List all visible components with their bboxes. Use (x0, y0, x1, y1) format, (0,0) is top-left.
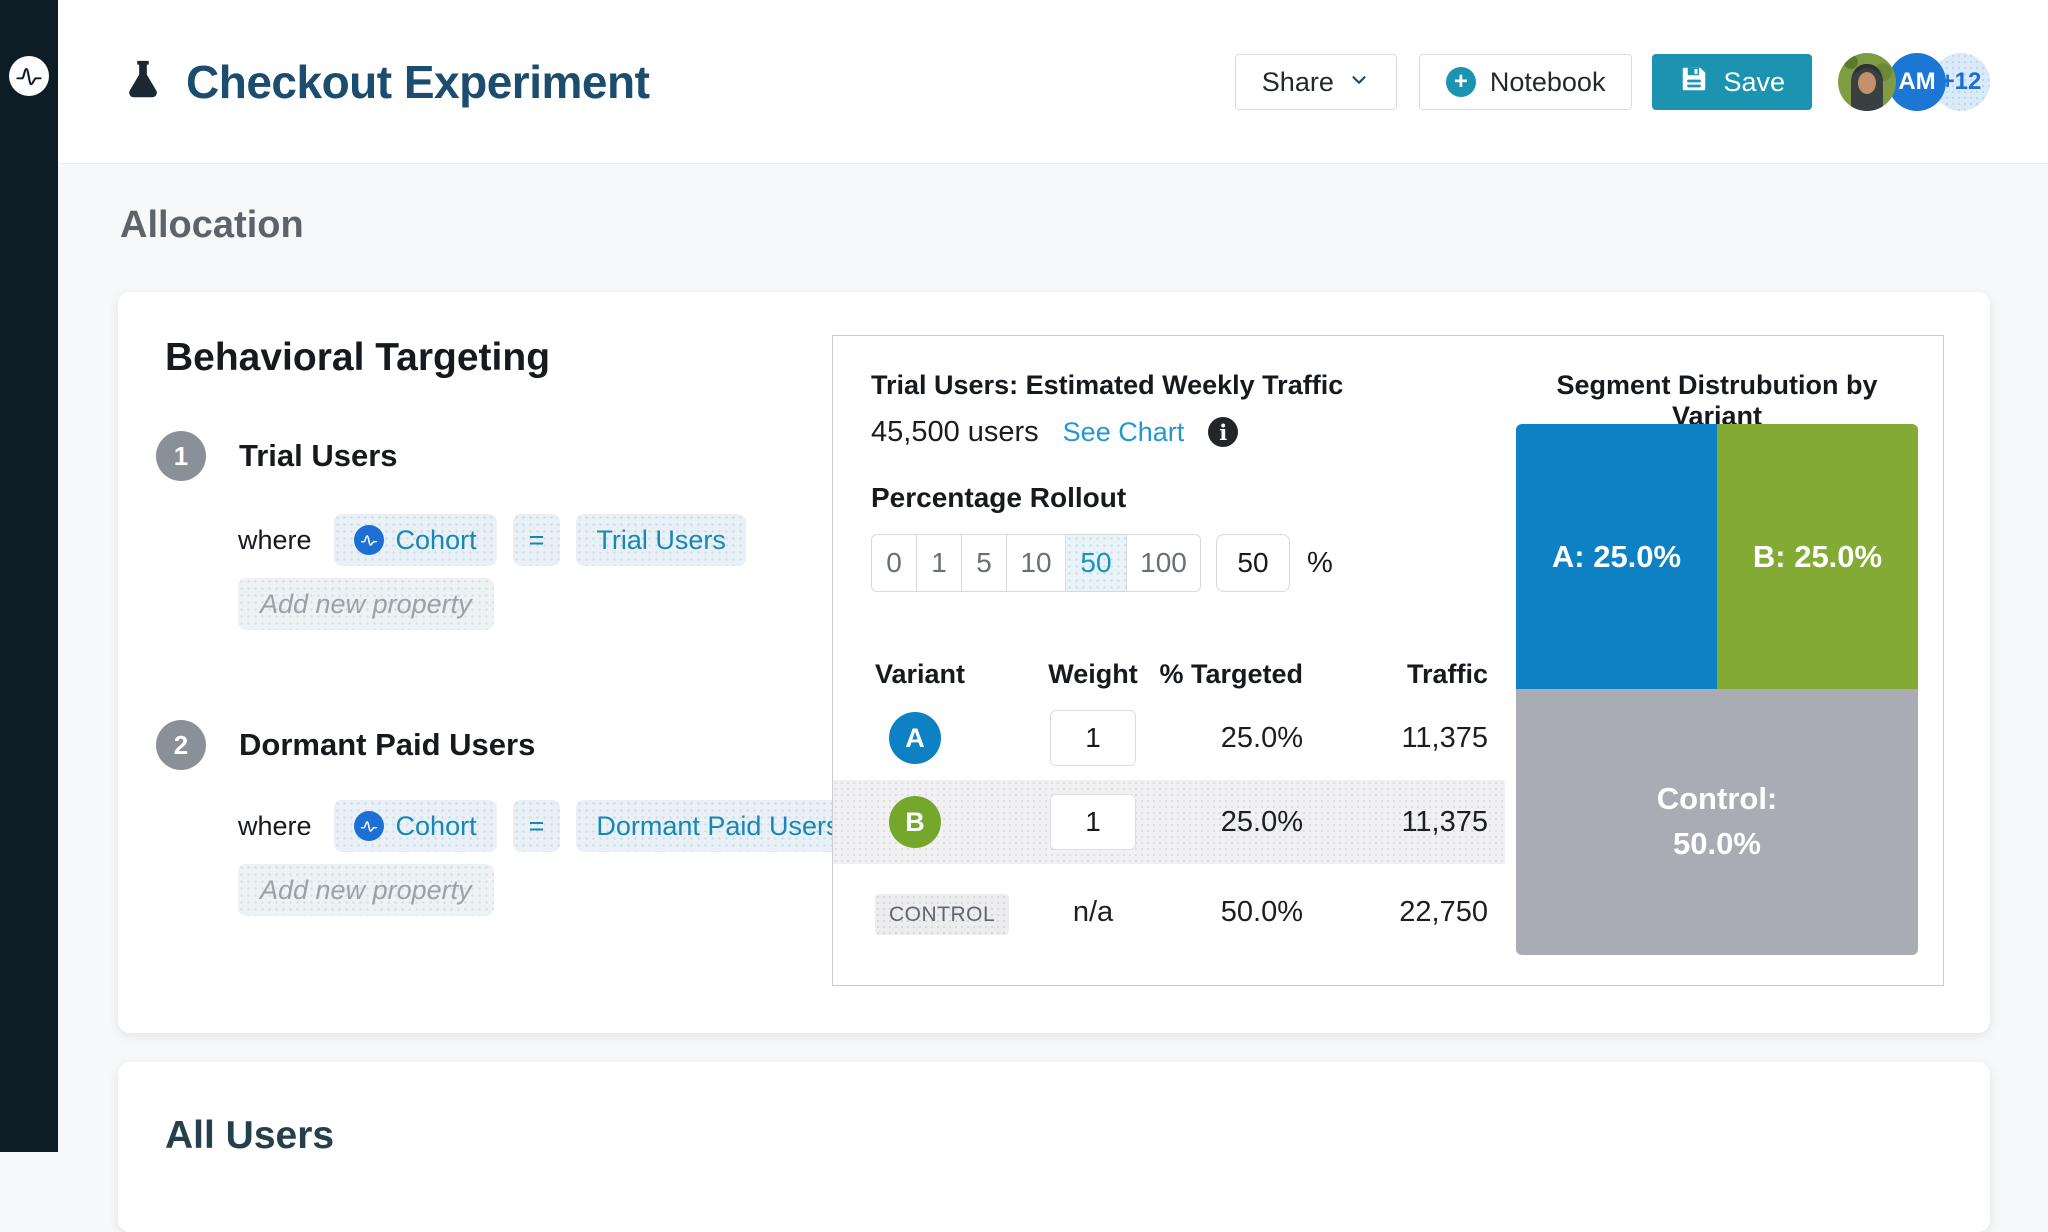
rollout-segmented-control: 0 1 5 10 50 100 (871, 534, 1201, 592)
step-1-title: Trial Users (239, 438, 398, 473)
col-header-traffic: Traffic (1406, 658, 1488, 689)
step-2-title: Dormant Paid Users (239, 727, 536, 762)
table-row-variant-b: B 25.0% 11,375 (833, 780, 1505, 864)
step-2-number-badge: 2 (156, 720, 206, 770)
save-button[interactable]: Save (1652, 54, 1812, 110)
targeted-value: 25.0% (1220, 805, 1303, 838)
rollout-title: Percentage Rollout (871, 482, 1127, 513)
user-avatar-photo[interactable] (1838, 53, 1896, 111)
top-header: Checkout Experiment Share + Notebook (58, 0, 2048, 164)
col-header-targeted: % Targeted (1159, 658, 1303, 689)
amplitude-cohort-icon (353, 525, 384, 555)
rollout-option-100[interactable]: 100 (1126, 534, 1201, 592)
property-chip-label: Cohort (395, 810, 477, 841)
operator-chip[interactable]: = (512, 514, 561, 566)
targeted-value: 50.0% (1220, 895, 1303, 928)
save-button-label: Save (1723, 66, 1785, 97)
rollout-option-5[interactable]: 5 (961, 534, 1007, 592)
card-title: All Users (165, 1114, 335, 1157)
cohort-property-chip[interactable]: Cohort (333, 800, 497, 852)
variant-table: Variant Weight % Targeted Traffic A 25.0… (833, 652, 1505, 948)
variant-table-header: Variant Weight % Targeted Traffic (833, 652, 1505, 696)
rollout-percent-input[interactable] (1216, 534, 1290, 592)
treemap-control-value: 50.0% (1673, 826, 1761, 861)
traffic-value: 11,375 (1401, 721, 1488, 754)
where-label: where (238, 524, 312, 555)
app-window: Checkout Experiment Share + Notebook (0, 0, 2048, 1157)
traffic-value: 45,500 users (871, 415, 1039, 448)
segment-distribution-treemap: A: 25.0% B: 25.0% Control: 50.0% (1516, 424, 1918, 955)
step-1-number-badge: 1 (156, 431, 206, 481)
user-avatar-initials[interactable]: AM (1888, 53, 1946, 111)
treemap-segment-control: Control: 50.0% (1516, 689, 1918, 955)
value-chip[interactable]: Dormant Paid Users (576, 800, 860, 852)
notebook-button-label: Notebook (1489, 66, 1606, 97)
plus-circle-icon: + (1445, 67, 1476, 97)
treemap-segment-b: B: 25.0% (1717, 424, 1918, 689)
weight-input-b[interactable] (1050, 794, 1136, 850)
share-button[interactable]: Share (1234, 54, 1397, 110)
table-row-variant-a: A 25.0% 11,375 (833, 696, 1505, 780)
avatar-overflow-label: +12 (1940, 68, 1982, 95)
treemap-segment-a: A: 25.0% (1516, 424, 1717, 689)
step-1-condition-row: where Cohort = Trial Users (238, 512, 746, 568)
save-floppy-icon (1679, 64, 1709, 101)
col-header-weight: Weight (1048, 658, 1138, 689)
table-row-control: CONTROL n/a 50.0% 22,750 (833, 876, 1505, 948)
rollout-unit-label: % (1307, 546, 1333, 579)
rollout-option-1[interactable]: 1 (916, 534, 962, 592)
avatar-initials-label: AM (1898, 68, 1936, 95)
treemap-control-label: Control: (1656, 781, 1778, 817)
operator-chip[interactable]: = (512, 800, 561, 852)
info-icon[interactable]: i (1208, 417, 1239, 447)
add-property-button[interactable]: Add new property (238, 864, 494, 916)
step-2-condition-row: where Cohort = Dormant Paid Users (238, 798, 860, 854)
where-label: where (238, 810, 312, 841)
rollout-option-0[interactable]: 0 (871, 534, 917, 592)
all-users-card: All Users (118, 1062, 1990, 1232)
behavioral-targeting-card: Behavioral Targeting 1 Trial Users where… (118, 292, 1990, 1033)
value-chip[interactable]: Trial Users (576, 514, 746, 566)
share-button-label: Share (1261, 66, 1334, 97)
targeted-value: 25.0% (1220, 721, 1303, 754)
property-chip-label: Cohort (395, 524, 477, 555)
weight-input-a[interactable] (1050, 710, 1136, 766)
left-nav-rail (0, 0, 58, 1152)
page-title: Checkout Experiment (186, 56, 650, 108)
card-title: Behavioral Targeting (165, 336, 551, 379)
experiment-flask-icon (120, 57, 166, 108)
variant-a-badge: A (889, 712, 941, 764)
col-header-variant: Variant (875, 658, 966, 689)
see-chart-link[interactable]: See Chart (1062, 416, 1185, 447)
amplitude-logo-icon[interactable] (9, 56, 49, 96)
add-property-button[interactable]: Add new property (238, 578, 494, 630)
control-weight: n/a (1072, 895, 1114, 928)
amplitude-cohort-icon (353, 811, 384, 841)
traffic-panel: Trial Users: Estimated Weekly Traffic 45… (832, 335, 1944, 986)
cohort-property-chip[interactable]: Cohort (333, 514, 497, 566)
control-badge: CONTROL (875, 893, 1010, 935)
step-1-header: 1 Trial Users (156, 431, 398, 481)
distribution-chart-title: Segment Distrubution by Variant (1556, 370, 1878, 431)
variant-b-badge: B (889, 796, 941, 848)
rollout-option-50-selected[interactable]: 50 (1065, 534, 1127, 592)
rollout-option-10[interactable]: 10 (1006, 534, 1066, 592)
traffic-panel-title: Trial Users: Estimated Weekly Traffic (871, 370, 1344, 400)
notebook-button[interactable]: + Notebook (1418, 54, 1633, 110)
chevron-down-icon (1348, 67, 1370, 98)
section-title: Allocation (120, 204, 304, 246)
avatar-group: AM +12 (1838, 53, 1990, 111)
step-2-header: 2 Dormant Paid Users (156, 720, 535, 770)
traffic-value: 22,750 (1399, 895, 1488, 928)
traffic-value: 11,375 (1401, 805, 1488, 838)
